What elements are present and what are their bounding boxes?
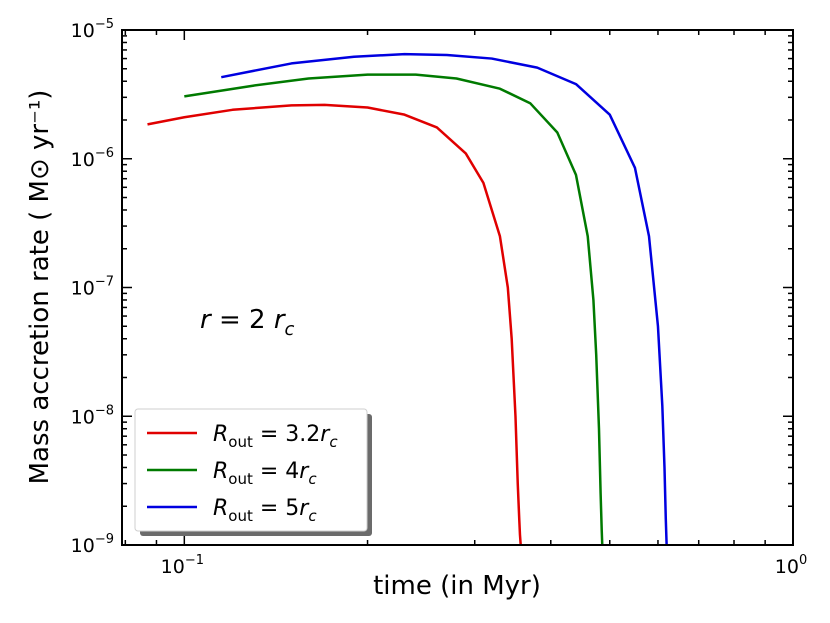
annotation: r = 2 rc	[200, 305, 295, 340]
legend-label-sub: out	[228, 433, 253, 451]
x-tick-label-base: 10	[775, 556, 799, 578]
y-tick-label: 10−9	[71, 532, 114, 557]
legend-label-rc-sub: c	[329, 433, 338, 451]
series-line-2	[184, 73, 604, 546]
legend-label-rest: = 4	[253, 459, 299, 484]
y-tick-label-exp: −9	[95, 532, 114, 547]
legend-label-sub: out	[228, 470, 253, 488]
annotation-r: r	[200, 305, 213, 335]
y-tick-label: 10−5	[71, 17, 114, 42]
legend-label-rc-sub: c	[308, 470, 317, 488]
x-axis-label: time (in Myr)	[373, 571, 541, 601]
legend-label-r: R	[213, 459, 228, 484]
y-tick-label-exp: −6	[95, 146, 114, 161]
legend-label: Rout = 4rc	[213, 459, 317, 488]
y-tick-label-exp: −5	[95, 17, 114, 32]
legend-label-rc: r	[320, 422, 331, 447]
y-tick-label-base: 10	[71, 535, 95, 557]
x-tick-label-exp: −1	[185, 553, 204, 568]
legend-label-rc: r	[299, 496, 310, 521]
y-tick-label-exp: −7	[95, 275, 114, 290]
legend-label: Rout = 3.2rc	[213, 422, 338, 451]
legend-label-sub: out	[228, 507, 253, 525]
annotation-eq: = 2	[211, 305, 274, 335]
legend-label-r: R	[213, 496, 228, 521]
legend-box	[134, 408, 368, 532]
legend-label-rc-sub: c	[308, 507, 317, 525]
legend-label-rc: r	[299, 459, 310, 484]
annotation-rc-sub: c	[285, 319, 295, 340]
y-tick-label-exp: −8	[95, 403, 114, 418]
series-lines	[147, 52, 668, 546]
legend-label-rest: = 5	[253, 496, 299, 521]
y-tick-label: 10−6	[71, 146, 114, 171]
x-tick-label-base: 10	[161, 556, 185, 578]
annotation-rc: r	[274, 305, 287, 335]
x-tick-label: 100	[775, 553, 807, 578]
plot-frame	[121, 29, 794, 546]
y-tick-label-base: 10	[71, 406, 95, 428]
legend-label-r: R	[213, 422, 228, 447]
legend-label-rest: = 3.2	[253, 422, 320, 447]
y-tick-label-base: 10	[71, 20, 95, 42]
y-tick-label: 10−8	[71, 403, 114, 428]
x-tick-label-exp: 0	[799, 553, 807, 568]
legend-label: Rout = 5rc	[213, 496, 317, 525]
y-tick-label-base: 10	[71, 278, 95, 300]
y-axis-label: Mass accretion rate ( M⊙ yr⁻¹)	[25, 90, 55, 485]
y-tick-label-base: 10	[71, 149, 95, 171]
series-line-3	[221, 52, 668, 546]
series-line-1	[147, 103, 522, 546]
y-tick-label: 10−7	[71, 275, 114, 300]
x-tick-label: 10−1	[161, 553, 204, 578]
